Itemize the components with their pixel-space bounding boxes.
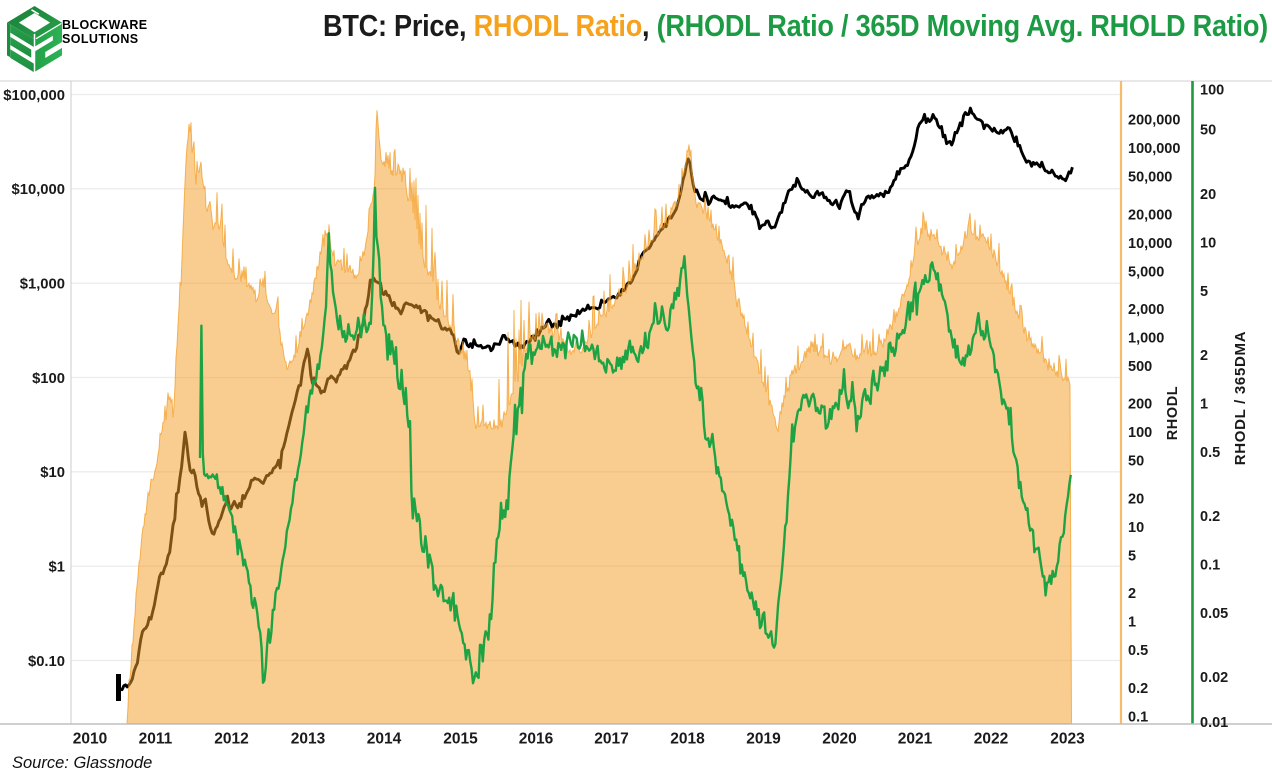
svg-text:100,000: 100,000 [1128, 141, 1180, 157]
svg-text:0.2: 0.2 [1128, 681, 1148, 697]
svg-text:200,000: 200,000 [1128, 113, 1180, 129]
svg-text:$10: $10 [40, 465, 65, 481]
svg-text:0.1: 0.1 [1128, 709, 1148, 725]
svg-text:0.02: 0.02 [1200, 670, 1228, 686]
svg-text:$1,000: $1,000 [20, 277, 65, 293]
svg-text:2013: 2013 [291, 731, 326, 748]
svg-text:2022: 2022 [974, 731, 1008, 748]
svg-text:2017: 2017 [594, 731, 628, 748]
svg-text:100: 100 [1200, 83, 1224, 99]
svg-text:50,000: 50,000 [1128, 170, 1172, 186]
svg-text:2,000: 2,000 [1128, 302, 1164, 318]
svg-text:10: 10 [1128, 520, 1144, 536]
svg-text:0.5: 0.5 [1200, 445, 1220, 461]
svg-text:2021: 2021 [898, 731, 933, 748]
svg-text:$1: $1 [49, 560, 65, 576]
svg-text:50: 50 [1128, 454, 1144, 470]
svg-text:20: 20 [1128, 491, 1144, 507]
svg-text:10: 10 [1200, 235, 1216, 251]
svg-text:RHODL: RHODL [1165, 386, 1181, 441]
svg-text:2012: 2012 [214, 731, 248, 748]
svg-text:20: 20 [1200, 187, 1216, 203]
svg-text:2016: 2016 [519, 731, 554, 748]
svg-text:1: 1 [1200, 396, 1208, 412]
svg-text:2023: 2023 [1050, 731, 1085, 748]
svg-text:0.1: 0.1 [1200, 558, 1220, 574]
svg-text:500: 500 [1128, 359, 1152, 375]
svg-text:2014: 2014 [367, 731, 402, 748]
svg-text:10,000: 10,000 [1128, 236, 1172, 252]
svg-text:0.2: 0.2 [1200, 509, 1220, 525]
svg-text:RHODL / 365DMA: RHODL / 365DMA [1232, 331, 1249, 466]
svg-text:$100,000: $100,000 [3, 88, 65, 104]
svg-text:20,000: 20,000 [1128, 207, 1172, 223]
svg-text:5: 5 [1128, 548, 1136, 564]
svg-text:2: 2 [1128, 586, 1136, 602]
svg-text:2020: 2020 [822, 731, 856, 748]
svg-text:0.01: 0.01 [1200, 715, 1228, 731]
svg-text:2015: 2015 [443, 731, 478, 748]
svg-text:50: 50 [1200, 123, 1216, 139]
svg-text:5,000: 5,000 [1128, 264, 1164, 280]
svg-text:$10,000: $10,000 [12, 182, 66, 198]
svg-text:200: 200 [1128, 397, 1152, 413]
svg-text:2018: 2018 [670, 731, 705, 748]
svg-text:2011: 2011 [139, 731, 173, 748]
svg-text:2: 2 [1200, 348, 1208, 364]
svg-text:1: 1 [1128, 615, 1136, 631]
svg-text:$0.10: $0.10 [28, 654, 65, 670]
svg-text:100: 100 [1128, 425, 1152, 441]
svg-text:0.5: 0.5 [1128, 643, 1148, 659]
svg-text:$100: $100 [32, 371, 65, 387]
svg-text:1,000: 1,000 [1128, 331, 1164, 347]
svg-text:0.05: 0.05 [1200, 606, 1228, 622]
svg-text:2019: 2019 [746, 731, 781, 748]
svg-text:2010: 2010 [73, 731, 107, 748]
svg-text:5: 5 [1200, 284, 1208, 300]
